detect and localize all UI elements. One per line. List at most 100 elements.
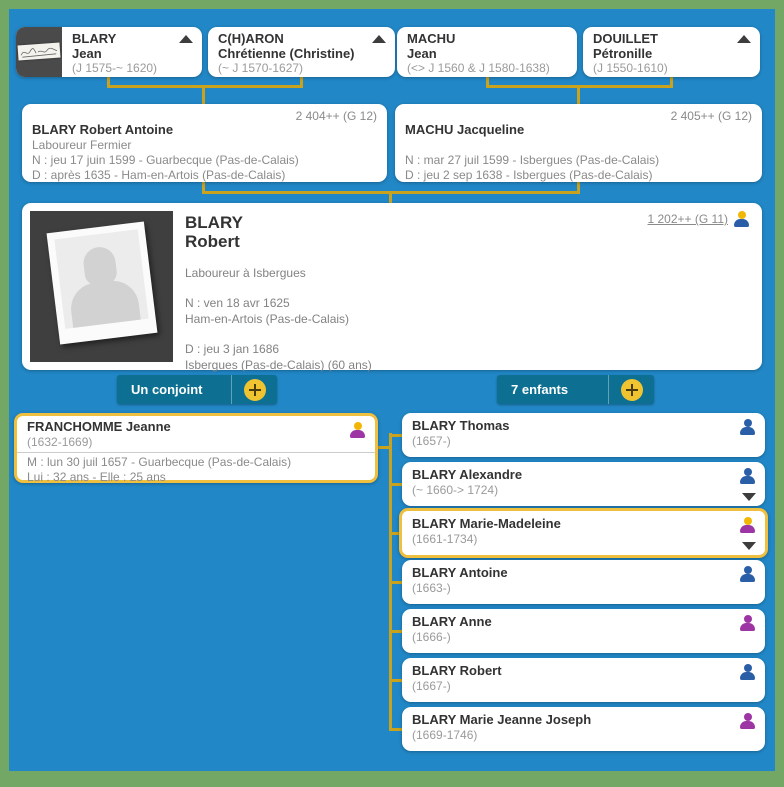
child-card[interactable]: BLARY Marie Jeanne Joseph (1669-1746) bbox=[402, 707, 765, 751]
ancestor-dates: (J 1575-~ 1620) bbox=[72, 61, 158, 75]
ancestor-given-name: Pétronille bbox=[593, 46, 653, 61]
child-card-selected[interactable]: BLARY Marie-Madeleine (1661-1734) bbox=[399, 508, 768, 558]
main-person-card: 1 202++ (G 11) BLARY Robert Laboureur à … bbox=[22, 203, 762, 372]
child-name: BLARY Marie Jeanne Joseph bbox=[412, 712, 592, 727]
person-surname: BLARY bbox=[185, 213, 243, 232]
mother-card[interactable]: 2 405++ (G 12) MACHU Jacqueline N : mar … bbox=[395, 104, 762, 182]
father-card[interactable]: 2 404++ (G 12) BLARY Robert Antoine Labo… bbox=[22, 104, 387, 182]
collapse-up-icon[interactable] bbox=[179, 35, 193, 43]
connector bbox=[392, 532, 399, 535]
connector bbox=[392, 679, 402, 682]
child-name: BLARY Thomas bbox=[412, 418, 510, 433]
child-card[interactable]: BLARY Antoine (1663-) bbox=[402, 560, 765, 604]
ancestor-given-name: Jean bbox=[407, 46, 437, 61]
signature-image bbox=[17, 42, 61, 61]
connector bbox=[202, 85, 205, 106]
person-given-name: Robert bbox=[185, 232, 240, 251]
connector bbox=[300, 77, 303, 87]
ancestor-surname: MACHU bbox=[407, 31, 456, 46]
male-person-icon bbox=[739, 419, 756, 435]
sosa-male-person-icon[interactable] bbox=[733, 211, 750, 227]
parent-profession: Laboureur Fermier bbox=[32, 138, 132, 152]
parent-name: BLARY Robert Antoine bbox=[32, 122, 174, 137]
parent-birth: N : jeu 17 juin 1599 - Guarbecque (Pas-d… bbox=[32, 153, 299, 167]
connector bbox=[378, 446, 389, 449]
spouse-dates: (1632-1669) bbox=[27, 435, 93, 449]
sosa-number: 2 405++ (G 12) bbox=[670, 109, 752, 123]
connector bbox=[486, 77, 489, 87]
signature-thumbnail bbox=[16, 27, 62, 77]
connector bbox=[107, 85, 303, 88]
parent-death: D : jeu 2 sep 1638 - Isbergues (Pas-de-C… bbox=[405, 168, 653, 182]
add-spouse-icon[interactable] bbox=[243, 378, 266, 401]
child-dates: (1657-) bbox=[412, 434, 451, 448]
child-dates: (1663-) bbox=[412, 581, 451, 595]
child-dates: (1661-1734) bbox=[412, 532, 478, 546]
ancestor-card-machu-jean[interactable]: MACHU Jean (<> J 1560 & J 1580-1638) bbox=[397, 27, 577, 77]
child-card[interactable]: BLARY Alexandre (~ 1660-> 1724) bbox=[402, 462, 765, 506]
ancestor-card-charon-chretienne[interactable]: C(H)ARON Chrétienne (Christine) (~ J 157… bbox=[208, 27, 395, 77]
connector bbox=[202, 182, 205, 194]
person-profession: Laboureur à Isbergues bbox=[185, 266, 306, 280]
child-card[interactable]: BLARY Anne (1666-) bbox=[402, 609, 765, 653]
spouse-card[interactable]: FRANCHOMME Jeanne (1632-1669) M : lun 30… bbox=[14, 413, 378, 484]
collapse-up-icon[interactable] bbox=[737, 35, 751, 43]
parent-death: D : après 1635 - Ham-en-Artois (Pas-de-C… bbox=[32, 168, 286, 182]
sosa-female-person-icon bbox=[349, 422, 366, 438]
female-person-icon bbox=[739, 713, 756, 729]
sosa-female-person-icon bbox=[739, 517, 756, 533]
parent-profession bbox=[405, 138, 752, 153]
child-name: BLARY Anne bbox=[412, 614, 492, 629]
child-name: BLARY Alexandre bbox=[412, 467, 523, 482]
child-name: BLARY Antoine bbox=[412, 565, 508, 580]
expand-down-icon[interactable] bbox=[742, 493, 756, 501]
connector bbox=[670, 77, 673, 87]
child-dates: (1666-) bbox=[412, 630, 451, 644]
child-dates: (1669-1746) bbox=[412, 728, 478, 742]
spouse-section-label: Un conjoint bbox=[131, 382, 203, 397]
collapse-up-icon[interactable] bbox=[372, 35, 386, 43]
child-card[interactable]: BLARY Thomas (1657-) bbox=[402, 413, 765, 457]
connector bbox=[392, 728, 402, 731]
ancestor-dates: (~ J 1570-1627) bbox=[218, 61, 304, 75]
marriage-ages: Lui : 32 ans - Elle : 25 ans bbox=[27, 470, 166, 484]
ancestor-dates: (<> J 1560 & J 1580-1638) bbox=[407, 61, 550, 75]
connector bbox=[392, 581, 402, 584]
person-death-date: D : jeu 3 jan 1686 bbox=[185, 342, 280, 356]
ancestor-card-blary-jean[interactable]: BLARY Jean (J 1575-~ 1620) bbox=[16, 27, 202, 77]
expand-down-icon[interactable] bbox=[742, 542, 756, 550]
marriage-info: M : lun 30 juil 1657 - Guarbecque (Pas-d… bbox=[27, 455, 292, 469]
child-name: BLARY Robert bbox=[412, 663, 502, 678]
ancestor-surname: BLARY bbox=[72, 31, 117, 46]
spouse-section-button[interactable]: Un conjoint bbox=[117, 375, 277, 404]
person-birth-date: N : ven 18 avr 1625 bbox=[185, 296, 290, 310]
children-section-button[interactable]: 7 enfants bbox=[497, 375, 654, 404]
ancestor-card-douillet-petronille[interactable]: DOUILLET Pétronille (J 1550-1610) bbox=[583, 27, 760, 77]
divider bbox=[17, 452, 375, 453]
connector bbox=[392, 630, 402, 633]
parent-name: MACHU Jacqueline bbox=[405, 122, 525, 137]
ancestor-given-name: Chrétienne (Christine) bbox=[218, 46, 355, 61]
person-death-place: Isbergues (Pas-de-Calais) (60 ans) bbox=[185, 358, 372, 372]
sosa-number-link[interactable]: 1 202++ (G 11) bbox=[647, 212, 729, 226]
connector bbox=[389, 433, 392, 731]
ancestor-dates: (J 1550-1610) bbox=[593, 61, 668, 75]
portrait-placeholder[interactable] bbox=[30, 211, 173, 362]
male-person-icon bbox=[739, 468, 756, 484]
male-person-icon bbox=[739, 664, 756, 680]
child-name: BLARY Marie-Madeleine bbox=[412, 516, 561, 531]
connector bbox=[392, 483, 402, 486]
ancestor-surname: C(H)ARON bbox=[218, 31, 284, 46]
connector bbox=[577, 182, 580, 194]
connector bbox=[107, 77, 110, 87]
spouse-name: FRANCHOMME Jeanne bbox=[27, 419, 171, 434]
connector bbox=[389, 191, 392, 205]
child-dates: (~ 1660-> 1724) bbox=[412, 483, 499, 497]
add-child-icon[interactable] bbox=[620, 378, 643, 401]
connector bbox=[577, 85, 580, 106]
child-dates: (1667-) bbox=[412, 679, 451, 693]
child-card[interactable]: BLARY Robert (1667-) bbox=[402, 658, 765, 702]
ancestor-surname: DOUILLET bbox=[593, 31, 658, 46]
ancestor-given-name: Jean bbox=[72, 46, 102, 61]
